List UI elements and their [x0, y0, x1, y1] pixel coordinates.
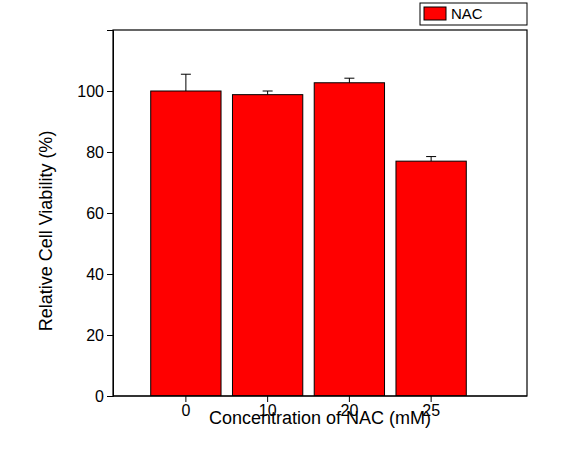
- y-tick-mark: [107, 213, 113, 214]
- y-tick-mark: [107, 274, 113, 275]
- legend-label: NAC: [451, 5, 483, 22]
- bar: [151, 91, 221, 396]
- bar-series: [151, 83, 467, 396]
- y-tick: 80: [86, 144, 113, 161]
- y-tick-mark: [107, 91, 113, 92]
- error-bar: [426, 157, 436, 162]
- y-axis-line: [107, 31, 114, 397]
- bar: [232, 95, 302, 396]
- error-cap: [263, 91, 273, 92]
- y-axis: 0 20 40 60 80 100: [77, 31, 113, 405]
- chart: 0204060801000102025Concentration of NAC …: [0, 0, 567, 473]
- y-tick: 0: [95, 388, 113, 405]
- y-tick: 40: [86, 266, 113, 283]
- y-tick: 20: [86, 327, 113, 344]
- plot-frame: [113, 30, 527, 396]
- error-stem: [267, 91, 268, 95]
- error-cap: [426, 156, 436, 157]
- x-tick-mark: [267, 396, 268, 402]
- y-tick-label: 60: [86, 205, 104, 222]
- error-stem: [349, 78, 350, 83]
- x-tick-mark: [349, 396, 350, 402]
- legend-swatch: [424, 7, 446, 20]
- error-stem: [431, 157, 432, 162]
- error-bar: [181, 74, 191, 91]
- error-cap: [181, 74, 191, 75]
- plot-area: [151, 74, 467, 396]
- y-tick: 60: [86, 205, 113, 222]
- error-bar: [344, 78, 354, 83]
- y-tick: 100: [77, 83, 113, 100]
- error-cap: [344, 78, 354, 79]
- x-tick-label: 0: [181, 402, 190, 419]
- y-tick-mark: [107, 396, 113, 397]
- y-tick-mark: [107, 335, 113, 336]
- x-tick: 0: [181, 396, 190, 419]
- y-axis-title: Relative Cell Viability (%): [36, 131, 56, 332]
- x-axis-line: [113, 396, 527, 397]
- x-tick-mark: [431, 396, 432, 402]
- y-tick-label: 80: [86, 144, 104, 161]
- y-tick-label: 0: [95, 388, 104, 405]
- legend: NAC: [420, 3, 527, 25]
- bar: [396, 161, 466, 396]
- legend-box: [420, 3, 527, 25]
- error-bar: [263, 91, 273, 95]
- error-stem: [185, 74, 186, 91]
- x-tick-mark: [185, 396, 186, 402]
- x-axis-title: Concentration of NAC (mM): [209, 408, 431, 428]
- y-tick-label: 100: [77, 83, 104, 100]
- y-tick-label: 20: [86, 327, 104, 344]
- error-bars: [181, 74, 436, 161]
- y-tick-label: 40: [86, 266, 104, 283]
- y-tick-mark: [107, 152, 113, 153]
- bar: [314, 83, 384, 396]
